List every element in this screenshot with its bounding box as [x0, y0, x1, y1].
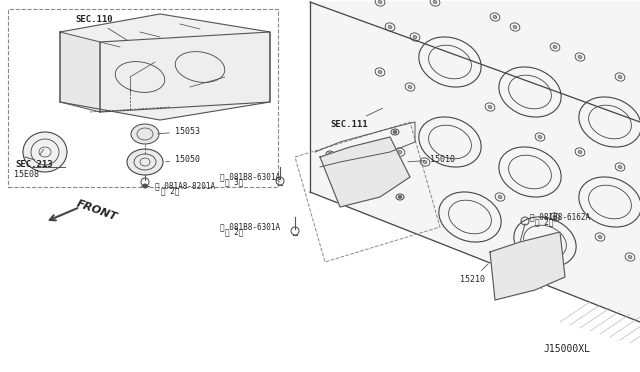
Ellipse shape: [578, 55, 582, 58]
Ellipse shape: [393, 131, 397, 134]
Ellipse shape: [143, 184, 147, 188]
Ellipse shape: [378, 0, 382, 4]
Ellipse shape: [493, 15, 497, 19]
Polygon shape: [320, 137, 410, 207]
Text: SEC.213: SEC.213: [15, 149, 52, 169]
Ellipse shape: [413, 35, 417, 39]
Polygon shape: [60, 32, 100, 112]
Ellipse shape: [578, 150, 582, 154]
Text: Ⓡ 081A8-8201A: Ⓡ 081A8-8201A: [155, 181, 215, 190]
Ellipse shape: [23, 132, 67, 172]
Ellipse shape: [433, 0, 437, 4]
Ellipse shape: [131, 124, 159, 144]
Ellipse shape: [498, 195, 502, 199]
Text: Ⓡ 081B8-6301A: Ⓡ 081B8-6301A: [220, 222, 280, 231]
Text: 〈 3〉: 〈 3〉: [225, 177, 243, 186]
Text: Ⓡ 081B8-6301A: Ⓡ 081B8-6301A: [220, 172, 280, 181]
Ellipse shape: [598, 235, 602, 238]
Text: 15010: 15010: [408, 155, 455, 164]
Text: 〈 2〉: 〈 2〉: [535, 217, 554, 226]
Text: 15053: 15053: [158, 127, 200, 136]
Ellipse shape: [553, 215, 557, 219]
Ellipse shape: [488, 105, 492, 109]
Ellipse shape: [388, 25, 392, 29]
Ellipse shape: [538, 135, 542, 138]
Text: SEC.111: SEC.111: [330, 108, 383, 129]
Ellipse shape: [628, 256, 632, 259]
Polygon shape: [490, 232, 565, 300]
Text: 〈 2〉: 〈 2〉: [225, 227, 243, 236]
Text: Ⓡ 081B8-6162A: Ⓡ 081B8-6162A: [530, 212, 590, 221]
Ellipse shape: [333, 149, 387, 195]
Ellipse shape: [408, 86, 412, 89]
Ellipse shape: [618, 76, 622, 78]
Text: 15E08: 15E08: [14, 170, 39, 179]
Text: J15000XL: J15000XL: [543, 344, 590, 354]
FancyBboxPatch shape: [8, 9, 278, 187]
Text: 〈 2〉: 〈 2〉: [161, 186, 179, 195]
Text: 15210: 15210: [460, 264, 488, 284]
Text: FRONT: FRONT: [75, 198, 118, 222]
Text: SEC.110: SEC.110: [75, 15, 127, 41]
Ellipse shape: [553, 45, 557, 49]
Polygon shape: [100, 32, 270, 112]
Ellipse shape: [618, 166, 622, 169]
Polygon shape: [60, 14, 270, 120]
Ellipse shape: [513, 25, 517, 29]
Ellipse shape: [398, 150, 402, 154]
Ellipse shape: [423, 160, 427, 164]
Text: 15050: 15050: [166, 155, 200, 164]
Ellipse shape: [328, 153, 332, 155]
Polygon shape: [310, 2, 640, 322]
Ellipse shape: [127, 149, 163, 175]
Ellipse shape: [378, 70, 382, 74]
Ellipse shape: [398, 196, 402, 199]
